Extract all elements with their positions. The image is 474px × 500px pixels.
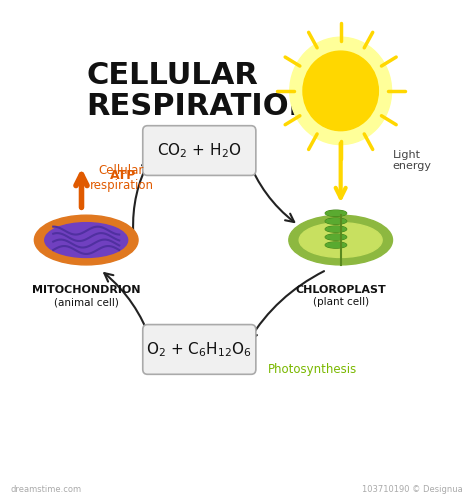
Ellipse shape bbox=[289, 215, 392, 265]
Ellipse shape bbox=[325, 234, 346, 240]
Circle shape bbox=[303, 51, 378, 130]
Circle shape bbox=[290, 37, 392, 144]
Ellipse shape bbox=[326, 210, 346, 216]
Ellipse shape bbox=[326, 218, 346, 224]
Text: O$_2$ + C$_6$H$_{12}$O$_6$: O$_2$ + C$_6$H$_{12}$O$_6$ bbox=[146, 340, 252, 359]
Text: CO$_2$ + H$_2$O: CO$_2$ + H$_2$O bbox=[157, 141, 242, 160]
Text: ATP: ATP bbox=[110, 169, 136, 182]
Text: dreamstime.com: dreamstime.com bbox=[11, 484, 82, 494]
Text: CHLOROPLAST: CHLOROPLAST bbox=[295, 285, 386, 295]
Ellipse shape bbox=[326, 234, 346, 240]
Ellipse shape bbox=[326, 226, 346, 232]
Text: MITOCHONDRION: MITOCHONDRION bbox=[32, 285, 140, 295]
FancyBboxPatch shape bbox=[143, 126, 256, 176]
Ellipse shape bbox=[326, 242, 346, 248]
Ellipse shape bbox=[35, 215, 138, 265]
Text: Photosynthesis: Photosynthesis bbox=[268, 363, 357, 376]
Text: 103710190 © Designua: 103710190 © Designua bbox=[363, 484, 463, 494]
Ellipse shape bbox=[299, 222, 382, 258]
Ellipse shape bbox=[325, 226, 346, 232]
Ellipse shape bbox=[325, 242, 346, 248]
Ellipse shape bbox=[45, 222, 128, 258]
Text: Light
energy: Light energy bbox=[392, 150, 431, 172]
Text: CELLULAR
RESPIRATION: CELLULAR RESPIRATION bbox=[86, 61, 314, 122]
Ellipse shape bbox=[325, 218, 346, 224]
Ellipse shape bbox=[325, 210, 346, 216]
FancyBboxPatch shape bbox=[143, 324, 256, 374]
Text: (plant cell): (plant cell) bbox=[313, 297, 369, 307]
Text: (animal cell): (animal cell) bbox=[54, 297, 118, 307]
Text: Cellular
respiration: Cellular respiration bbox=[90, 164, 154, 192]
